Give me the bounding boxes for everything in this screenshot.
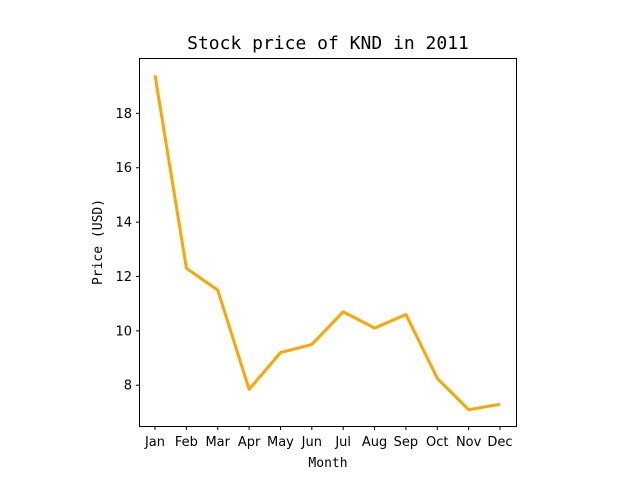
x-tick-label: Dec (487, 435, 512, 450)
x-tick-label: Sep (394, 435, 419, 450)
x-tick-label: Apr (238, 435, 261, 450)
x-tick-label: Oct (426, 435, 448, 450)
x-tick-label: Jun (301, 435, 322, 450)
x-axis-ticks: Jan Feb Mar Apr May Jun Jul Aug Sep Oct Nov Dec (144, 426, 513, 450)
series-line (153, 75, 501, 412)
x-tick-label: Mar (205, 435, 230, 450)
plot-frame (139, 58, 517, 427)
y-tick-label: 12 (115, 270, 132, 285)
y-tick-label: 14 (115, 216, 132, 231)
x-tick-label: Feb (175, 435, 198, 450)
x-tick-label: Jul (334, 435, 351, 450)
chart-title: Stock price of KND in 2011 (187, 33, 469, 54)
y-tick-label: 16 (115, 161, 132, 176)
x-tick-label: Nov (456, 435, 482, 450)
x-tick-label: May (267, 435, 294, 450)
y-tick-label: 18 (115, 107, 132, 122)
x-tick-label: Aug (362, 435, 387, 450)
x-axis-label: Month (308, 456, 347, 471)
x-tick-label: Jan (144, 435, 165, 450)
y-tick-label: 10 (115, 324, 132, 339)
y-axis-label: Price (USD) (91, 199, 106, 285)
y-axis-ticks: 8 10 12 14 16 18 (115, 107, 140, 394)
y-tick-label: 8 (124, 379, 132, 394)
